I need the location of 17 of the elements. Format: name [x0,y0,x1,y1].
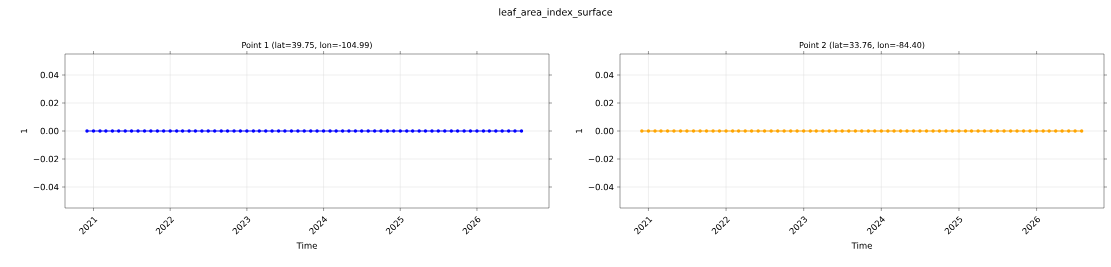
y-tick-label: −0.02 [588,155,614,163]
y-tick-label: −0.04 [33,183,59,191]
y-tick-label: −0.02 [33,155,59,163]
y-axis-title: 1 [575,129,583,133]
y-tick-label: 0.04 [40,71,59,79]
x-axis-title: Time [296,242,317,249]
y-tick-label: 0.04 [595,71,614,79]
y-tick-label: 0.02 [40,99,59,107]
y-tick-label: −0.04 [588,183,614,191]
y-tick-label: 0.00 [40,127,59,135]
chart-subtitle: Point 1 (lat=39.75, lon=-104.99) [242,41,372,49]
x-axis-title: Time [851,242,872,249]
chart-subtitle: Point 2 (lat=33.76, lon=-84.40) [799,41,925,49]
chart-title: leaf_area_index_surface [499,8,613,18]
y-tick-label: 0.02 [595,99,614,107]
y-axis-title: 1 [20,129,28,133]
y-tick-label: 0.00 [595,127,614,135]
